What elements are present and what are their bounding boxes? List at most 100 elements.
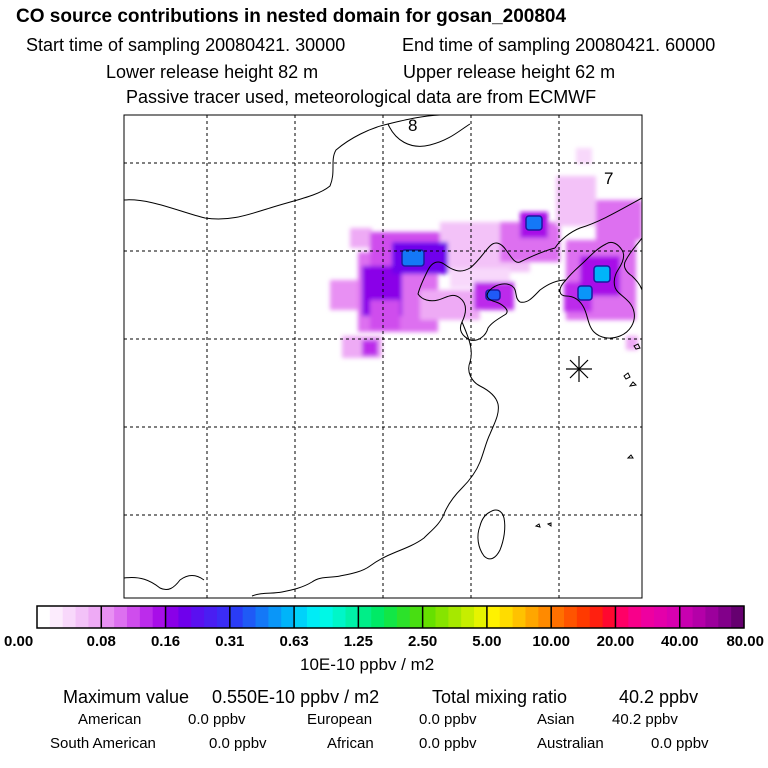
colorbar-tick-label: 5.00 xyxy=(472,633,501,650)
contribution-peak xyxy=(525,215,543,231)
colorbar-tick-labels: 0.00 0.08 0.16 0.31 0.63 1.25 2.50 5.00 10.00 20.… xyxy=(4,633,764,650)
colorbar-swatch xyxy=(294,606,308,628)
colorbar-swatch xyxy=(49,606,64,628)
region-american-name: American xyxy=(78,711,142,728)
island-outline xyxy=(626,454,634,459)
colorbar-swatch xyxy=(538,606,552,628)
colorbar-tick-label: 40.00 xyxy=(661,633,699,650)
colorbar-swatch xyxy=(384,606,398,628)
upper-height-label: Upper release height 62 m xyxy=(403,62,616,82)
colorbar-swatch xyxy=(319,606,334,628)
region-australian-value: 0.0 ppbv xyxy=(651,735,709,752)
contribution-peak xyxy=(485,289,501,301)
start-time-label: Start time of sampling 20080421. 30000 xyxy=(26,35,346,55)
region-american-value: 0.0 ppbv xyxy=(188,711,246,728)
colorbar-swatch xyxy=(461,606,475,628)
colorbar-swatch xyxy=(62,606,77,628)
colorbar-swatch xyxy=(178,606,192,628)
asterisk-receptor-icon xyxy=(566,356,592,382)
region-south-american-name: South American xyxy=(50,735,156,752)
colorbar-swatch xyxy=(666,606,681,628)
colorbar-tick-label: 0.00 xyxy=(4,633,33,650)
colorbar-swatch xyxy=(75,606,90,628)
colorbar-swatch xyxy=(165,606,179,628)
contribution-patch xyxy=(576,148,592,164)
region-african-name: African xyxy=(327,735,374,752)
region-european-name: European xyxy=(307,711,373,728)
colorbar-swatch xyxy=(615,606,629,628)
colorbar-tick-label: 10.00 xyxy=(532,633,570,650)
island-outline xyxy=(534,523,541,528)
colorbar-swatch xyxy=(422,606,437,628)
colorbar-swatch xyxy=(692,606,707,628)
taiwan-coast xyxy=(477,509,506,560)
total-mixing-label: Total mixing ratio xyxy=(432,687,568,707)
end-time-label: End time of sampling 20080421. 60000 xyxy=(402,35,716,55)
colorbar-swatch xyxy=(718,606,732,628)
coastline xyxy=(623,237,642,291)
colorbar-swatch xyxy=(152,606,167,628)
colorbar-swatch xyxy=(679,606,694,628)
colorbar-tick-label: 80.00 xyxy=(726,633,764,650)
colorbar-tick-label: 0.08 xyxy=(87,633,116,650)
colorbar-dividers xyxy=(100,606,681,628)
colorbar-swatch xyxy=(191,606,205,628)
colorbar-swatch xyxy=(126,606,141,628)
colorbar-swatch xyxy=(114,606,128,628)
contribution-patch xyxy=(350,228,372,248)
colorbar-swatch xyxy=(409,606,424,628)
region-asian-value: 40.2 ppbv xyxy=(612,711,678,728)
northern-border xyxy=(124,115,441,220)
coastline xyxy=(559,241,635,339)
contribution-patch xyxy=(362,340,378,356)
colorbar-swatch xyxy=(255,606,269,628)
colorbar-swatch xyxy=(474,606,488,628)
region-south-american-value: 0.0 ppbv xyxy=(209,735,267,752)
colorbar-swatch xyxy=(396,606,411,628)
colorbar-swatch xyxy=(448,606,462,628)
colorbar-swatch xyxy=(216,606,231,628)
colorbar-swatch xyxy=(371,606,385,628)
colorbar-swatch xyxy=(435,606,449,628)
colorbar-frame xyxy=(36,605,745,629)
contribution-patch xyxy=(370,300,400,330)
max-value: 0.550E-10 ppbv / m2 xyxy=(212,687,380,707)
contribution-peak xyxy=(593,265,611,283)
international-border xyxy=(124,575,205,591)
chart-title: CO source contributions in nested domain… xyxy=(16,6,567,27)
colorbar-swatch xyxy=(204,606,218,628)
contribution-patch xyxy=(596,200,642,240)
colorbar-tick-label: 20.00 xyxy=(597,633,635,650)
colorbar-swatch xyxy=(731,606,745,628)
colorbar-swatch xyxy=(88,606,102,628)
colorbar-swatch xyxy=(139,606,154,628)
data-source-note: Passive tracer used, meteorological data… xyxy=(126,87,597,107)
total-mixing-value: 40.2 ppbv xyxy=(619,687,699,707)
colorbar-swatch xyxy=(654,606,668,628)
colorbar-swatch xyxy=(101,606,115,628)
island-outline xyxy=(628,381,638,387)
map-frame xyxy=(123,114,643,599)
island-outline xyxy=(633,343,641,350)
island-outline xyxy=(546,522,552,527)
colorbar-swatch xyxy=(268,606,282,628)
colorbar-swatch xyxy=(242,606,257,628)
colorbar-swatch xyxy=(499,606,514,628)
colorbar-swatch xyxy=(589,606,604,628)
colorbar xyxy=(37,606,745,628)
colorbar-swatch xyxy=(512,606,527,628)
contribution-patch xyxy=(556,176,596,226)
colorbar-swatch xyxy=(525,606,539,628)
region-australian-name: Australian xyxy=(537,735,604,752)
coastlines xyxy=(124,115,642,597)
northeast-border xyxy=(554,197,642,249)
region-african-value: 0.0 ppbv xyxy=(419,735,477,752)
concentration-field xyxy=(330,148,642,358)
border-line xyxy=(387,123,471,147)
coastline xyxy=(417,242,567,341)
colorbar-swatch xyxy=(602,606,617,628)
colorbar-tick-label: 2.50 xyxy=(408,633,437,650)
coastline xyxy=(251,321,499,597)
colorbar-tick-label: 1.25 xyxy=(344,633,373,650)
